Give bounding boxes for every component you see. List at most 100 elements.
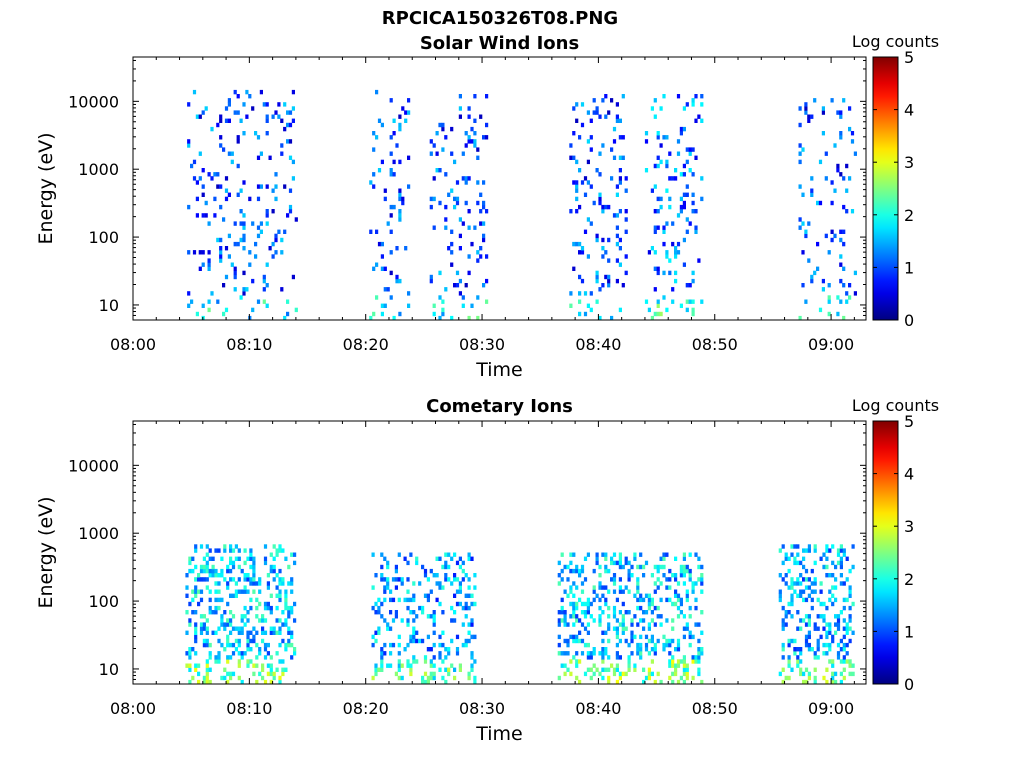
data-cell (580, 180, 585, 185)
colorbar-tick-label: 5 (904, 48, 914, 67)
data-cell (392, 204, 396, 210)
data-cell (845, 556, 849, 561)
data-cell (807, 675, 811, 681)
data-cell (219, 143, 223, 148)
data-cell (569, 143, 573, 148)
data-cell (674, 254, 678, 259)
data-cell (578, 630, 582, 635)
data-cell (601, 675, 605, 681)
data-cell (804, 614, 809, 619)
data-cell (598, 618, 602, 623)
data-cell (807, 585, 811, 590)
data-cell (615, 626, 619, 631)
data-cell (668, 270, 672, 276)
data-cell (644, 642, 649, 648)
data-cell (662, 295, 666, 300)
data-cell (287, 626, 291, 631)
data-cell (476, 250, 480, 255)
data-cell (194, 626, 198, 631)
data-cell (580, 250, 585, 255)
data-cell (575, 634, 579, 640)
data-cell (644, 675, 649, 681)
data-cell (192, 176, 197, 181)
data-cell (586, 159, 590, 165)
data-cell (802, 597, 806, 603)
data-cell (839, 262, 843, 267)
data-cell (284, 589, 288, 594)
data-cell (796, 552, 800, 557)
data-cell (188, 560, 192, 566)
data-cell (268, 155, 272, 160)
data-cell (415, 560, 419, 566)
data-cell (793, 647, 797, 652)
data-cell (839, 229, 843, 234)
data-cell (371, 605, 375, 611)
data-cell (659, 106, 663, 111)
data-cell (464, 614, 468, 619)
data-cell (224, 118, 229, 123)
data-cell (404, 246, 408, 251)
data-cell (653, 287, 657, 292)
data-cell (642, 564, 646, 570)
data-cell (816, 597, 820, 603)
data-cell (659, 564, 663, 570)
data-cell (236, 135, 240, 140)
data-cell (243, 560, 247, 566)
data-cell (375, 295, 379, 300)
data-cell (807, 618, 811, 623)
data-cell (656, 196, 660, 202)
data-cell (644, 139, 649, 144)
data-cell (607, 614, 611, 619)
data-cell (258, 671, 262, 677)
data-cell (612, 667, 617, 672)
data-cell (265, 262, 269, 267)
data-cell (586, 180, 590, 185)
data-cell (229, 675, 233, 681)
data-cell (560, 552, 564, 557)
data-cell (223, 577, 227, 582)
data-cell (566, 577, 570, 582)
data-cell (256, 184, 261, 189)
data-cell (226, 564, 230, 570)
data-cell (598, 172, 602, 177)
data-cell (674, 270, 678, 276)
data-cell (691, 209, 695, 214)
data-cell (578, 573, 582, 578)
data-cell (406, 659, 410, 664)
data-cell (255, 679, 259, 685)
data-cell (598, 622, 602, 627)
data-cell (401, 200, 405, 206)
data-cell (819, 601, 823, 607)
data-cell (842, 647, 846, 652)
data-cell (682, 564, 686, 570)
data-cell (281, 581, 285, 586)
data-cell (188, 663, 192, 668)
data-cell (697, 556, 701, 561)
data-cell (229, 618, 233, 623)
data-cell (802, 679, 806, 685)
data-cell (595, 237, 599, 243)
data-cell (627, 568, 631, 574)
data-cell (685, 622, 689, 627)
data-cell (461, 605, 465, 611)
data-cell (694, 622, 698, 627)
data-cell (627, 655, 631, 660)
data-cell (188, 568, 192, 574)
data-cell (825, 548, 829, 553)
data-cell (665, 188, 669, 193)
data-cell (563, 589, 567, 594)
data-cell (662, 552, 666, 557)
data-cell (191, 675, 195, 681)
x-tick-label: 08:40 (575, 699, 621, 718)
data-cell (392, 159, 396, 165)
data-cell (485, 94, 489, 99)
data-cell (450, 581, 454, 586)
data-cell (226, 638, 230, 644)
data-cell (569, 560, 573, 566)
data-cell (432, 143, 436, 148)
data-cell (195, 180, 199, 185)
data-cell (214, 548, 218, 553)
data-cell (598, 605, 602, 611)
data-cell (406, 622, 410, 627)
data-cell (831, 601, 835, 607)
